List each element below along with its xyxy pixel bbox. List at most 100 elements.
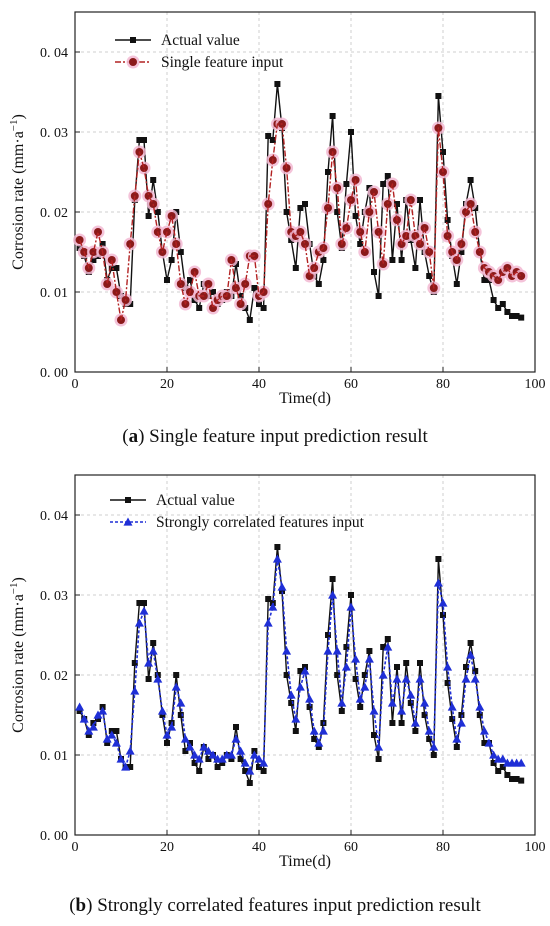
legend: Actual value Strongly correlated features… (110, 492, 365, 531)
data-point (176, 698, 186, 707)
data-point (453, 744, 460, 750)
data-point (237, 293, 244, 299)
data-point (318, 726, 328, 735)
legend: Actual value Single feature input (115, 32, 284, 71)
data-point (282, 646, 292, 655)
plot-frame (74, 474, 536, 836)
legend-label: Actual value (161, 32, 240, 49)
data-point (173, 672, 180, 678)
data-point (269, 137, 276, 143)
data-point (467, 177, 474, 183)
data-point (417, 660, 423, 666)
data-point (233, 724, 239, 730)
data-point (466, 650, 476, 659)
data-point (426, 273, 433, 279)
data-point (228, 756, 235, 762)
data-point (495, 305, 502, 311)
data-point (274, 544, 281, 550)
legend-label: Strongly correlated features input (156, 514, 365, 531)
data-point (518, 777, 525, 784)
data-point (260, 305, 267, 311)
data-point (329, 576, 336, 582)
data-point (384, 173, 391, 179)
data-point (343, 644, 350, 650)
data-point (475, 248, 484, 256)
data-point (131, 660, 138, 666)
data-point (375, 756, 382, 762)
data-point (509, 776, 515, 782)
chart-panel-b: 0. 00 0. 01 0. 02 0. 03 0. 04 0 20 40 60 80 100 Tim… (8, 474, 546, 870)
caption-b-letter: b (75, 895, 87, 916)
data-point (176, 280, 185, 288)
data-point (297, 205, 304, 211)
data-point (499, 301, 506, 307)
legend-marker (129, 58, 137, 66)
data-point (398, 257, 405, 263)
data-point (394, 201, 400, 207)
data-point (210, 289, 216, 295)
caption-a-letter: a (128, 426, 139, 447)
data-point (196, 305, 203, 311)
data-point (104, 740, 111, 746)
data-point (452, 256, 461, 264)
legend-marker (125, 497, 131, 503)
data-point (231, 734, 241, 743)
data-point (443, 662, 453, 671)
y-axis-label: Corrosion rate (mm·a−1) (8, 577, 27, 733)
data-point (102, 734, 112, 743)
data-point (481, 740, 488, 746)
data-point (513, 776, 520, 782)
data-point (148, 646, 158, 655)
y-axis-label: Corrosion rate (mm·a−1) (8, 114, 27, 270)
data-point (111, 738, 121, 747)
data-point (240, 758, 250, 767)
data-point (499, 764, 506, 770)
data-point (242, 768, 249, 774)
data-point (490, 297, 497, 303)
data-point (256, 301, 262, 307)
data-point (472, 668, 479, 674)
data-point (279, 588, 285, 594)
y-tick-label: 0. 04 (40, 46, 68, 61)
data-point (518, 314, 525, 321)
data-point (467, 640, 474, 646)
data-point (346, 602, 356, 611)
data-point (182, 748, 189, 754)
x-tick-label: 60 (344, 377, 358, 392)
y-tick-label: 0. 03 (40, 589, 68, 604)
data-point (246, 780, 253, 786)
x-axis-label: Time(d) (279, 390, 331, 407)
data-point (323, 646, 333, 655)
data-point (443, 232, 452, 240)
data-point (177, 712, 184, 718)
data-point (141, 137, 147, 143)
y-tick-label: 0. 00 (40, 366, 68, 381)
data-point (164, 740, 170, 746)
data-point (444, 217, 451, 223)
caption-b-text: Strongly correlated features input predi… (97, 895, 481, 916)
data-point (324, 204, 332, 212)
data-point (99, 241, 106, 247)
data-point (301, 240, 309, 248)
series-line-circle (78, 123, 522, 321)
data-point (140, 164, 148, 172)
data-point (361, 672, 368, 678)
data-point (136, 137, 143, 143)
data-point (164, 277, 170, 283)
data-point (320, 257, 327, 263)
y-tick-label: 0. 02 (40, 669, 68, 684)
data-point (366, 648, 373, 654)
data-point (286, 690, 296, 699)
data-point (430, 752, 437, 758)
data-point (205, 756, 212, 762)
data-point (461, 674, 471, 683)
data-point (191, 760, 198, 766)
x-tick-label: 0 (72, 377, 79, 392)
data-point (421, 712, 428, 718)
data-point (338, 708, 345, 714)
legend-label: Single feature input (161, 54, 284, 71)
data-point (458, 712, 465, 718)
data-point (265, 133, 272, 139)
data-point (185, 742, 195, 751)
data-point (306, 704, 313, 710)
